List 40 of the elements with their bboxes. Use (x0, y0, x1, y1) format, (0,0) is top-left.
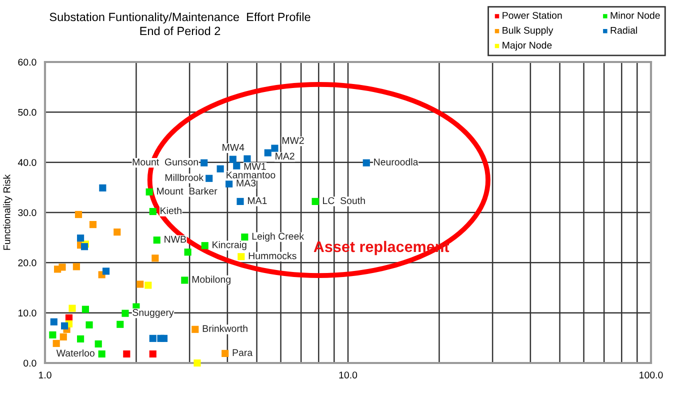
annotation: Kieth (160, 206, 182, 214)
annotation: Mount Barker (157, 187, 218, 195)
annotation: Millbrook (165, 174, 204, 181)
y-tick-label: 40.0 (18, 159, 36, 166)
annotation: Waterloo (56, 349, 94, 357)
y-tick-label: 30.0 (18, 209, 36, 216)
annotation: NWB (164, 236, 186, 243)
y-axis-title: Functionality Risk (3, 174, 12, 250)
legend-label: Radial (610, 26, 637, 34)
y-tick-label: 0.0 (24, 360, 36, 367)
annotation: Kanmantoo (226, 172, 276, 178)
x-tick-label: 10.0 (339, 372, 358, 378)
annotation: MA2 (276, 152, 294, 160)
annotation: Mount Gunson (132, 158, 198, 166)
annotation: MA3 (236, 180, 256, 187)
annotation: Brinkworth (202, 324, 248, 332)
legend-label: Bulk Supply (502, 26, 554, 36)
y-tick-label: 20.0 (18, 259, 36, 266)
annotation: LC South (323, 196, 365, 204)
chart-subtitle: End of Period 2 (140, 26, 220, 36)
y-tick-label: 10.0 (18, 310, 36, 316)
annotation: Hummocks (248, 252, 296, 260)
x-tick-label: 1.0 (38, 372, 52, 378)
annotation: MW1 (244, 163, 266, 170)
annotation: Kincraig (212, 241, 246, 250)
annotation: MA1 (248, 197, 267, 204)
annotation: Snuggery (132, 309, 174, 318)
x-tick-label: 100.0 (640, 372, 663, 378)
annotation: MW2 (282, 137, 304, 144)
annotation: Neuroodla (374, 158, 418, 166)
annotation: MW4 (222, 144, 244, 151)
legend-label: Power Station (502, 12, 562, 19)
annotation: Leigh Creek (252, 232, 304, 242)
legend-label: Minor Node (610, 12, 660, 19)
y-tick-label: 60.0 (18, 58, 36, 66)
legend-label: Major Node (502, 42, 552, 51)
y-tick-label: 50.0 (18, 108, 36, 116)
annotation: Mobilong (192, 276, 230, 285)
chart-title: Substation Funtionality/Maintenance Effort Profile (50, 12, 310, 24)
annotation: Para (232, 349, 253, 356)
